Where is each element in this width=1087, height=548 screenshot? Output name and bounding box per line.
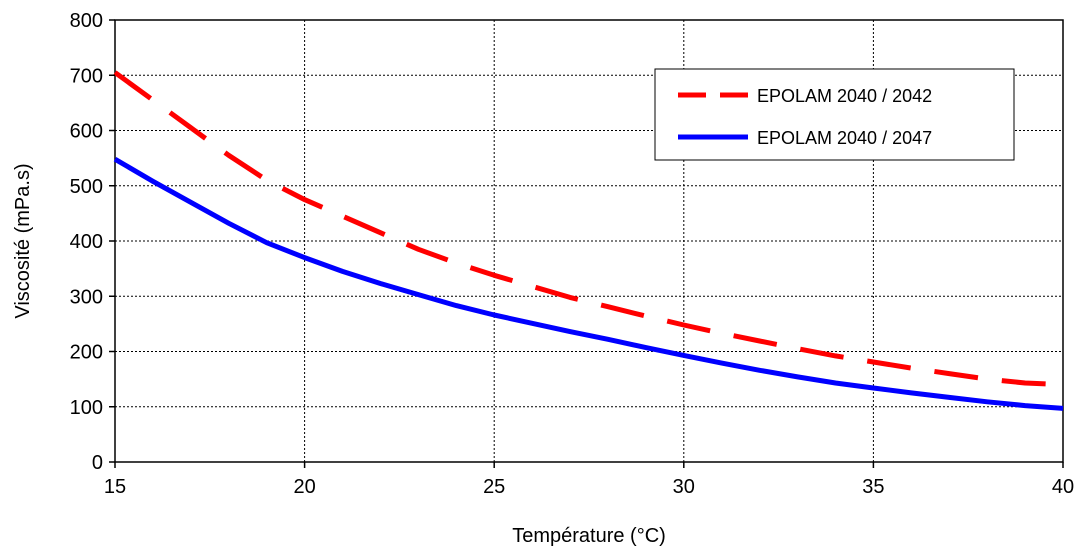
- x-tick-label: 30: [673, 476, 695, 498]
- y-tick-label: 500: [70, 176, 103, 198]
- x-tick-label: 25: [483, 476, 505, 498]
- series-line-epolam-2040-2042: [113, 70, 1064, 388]
- y-axis-title: Viscosité (mPa.s): [12, 163, 34, 318]
- legend: EPOLAM 2040 / 2042 EPOLAM 2040 / 2047: [654, 68, 1015, 161]
- y-tick-label: 600: [70, 121, 103, 143]
- y-tick-label: 300: [70, 286, 103, 308]
- y-tick-label: 700: [70, 65, 103, 87]
- x-tick-label: 35: [862, 476, 884, 498]
- y-tick-label: 0: [92, 452, 103, 474]
- x-tick-label: 40: [1052, 476, 1074, 498]
- x-tick-label: 20: [293, 476, 315, 498]
- y-tick-label: 400: [70, 231, 103, 253]
- series-group: [113, 70, 1064, 411]
- y-tick-label: 800: [70, 10, 103, 32]
- tick-labels: 0 100 200 300 400 500 600 700 800 15 20 25 30 35 40: [70, 10, 1075, 498]
- y-tick-label: 100: [70, 397, 103, 419]
- series-line-epolam-2040-2047: [113, 157, 1064, 411]
- legend-box: [654, 68, 1015, 161]
- x-axis-title: Température (°C): [512, 525, 666, 547]
- legend-label-epolam-2040-2047: EPOLAM 2040 / 2047: [757, 128, 932, 148]
- y-tick-label: 200: [70, 342, 103, 364]
- x-tick-label: 15: [104, 476, 126, 498]
- legend-label-epolam-2040-2042: EPOLAM 2040 / 2042: [757, 86, 932, 106]
